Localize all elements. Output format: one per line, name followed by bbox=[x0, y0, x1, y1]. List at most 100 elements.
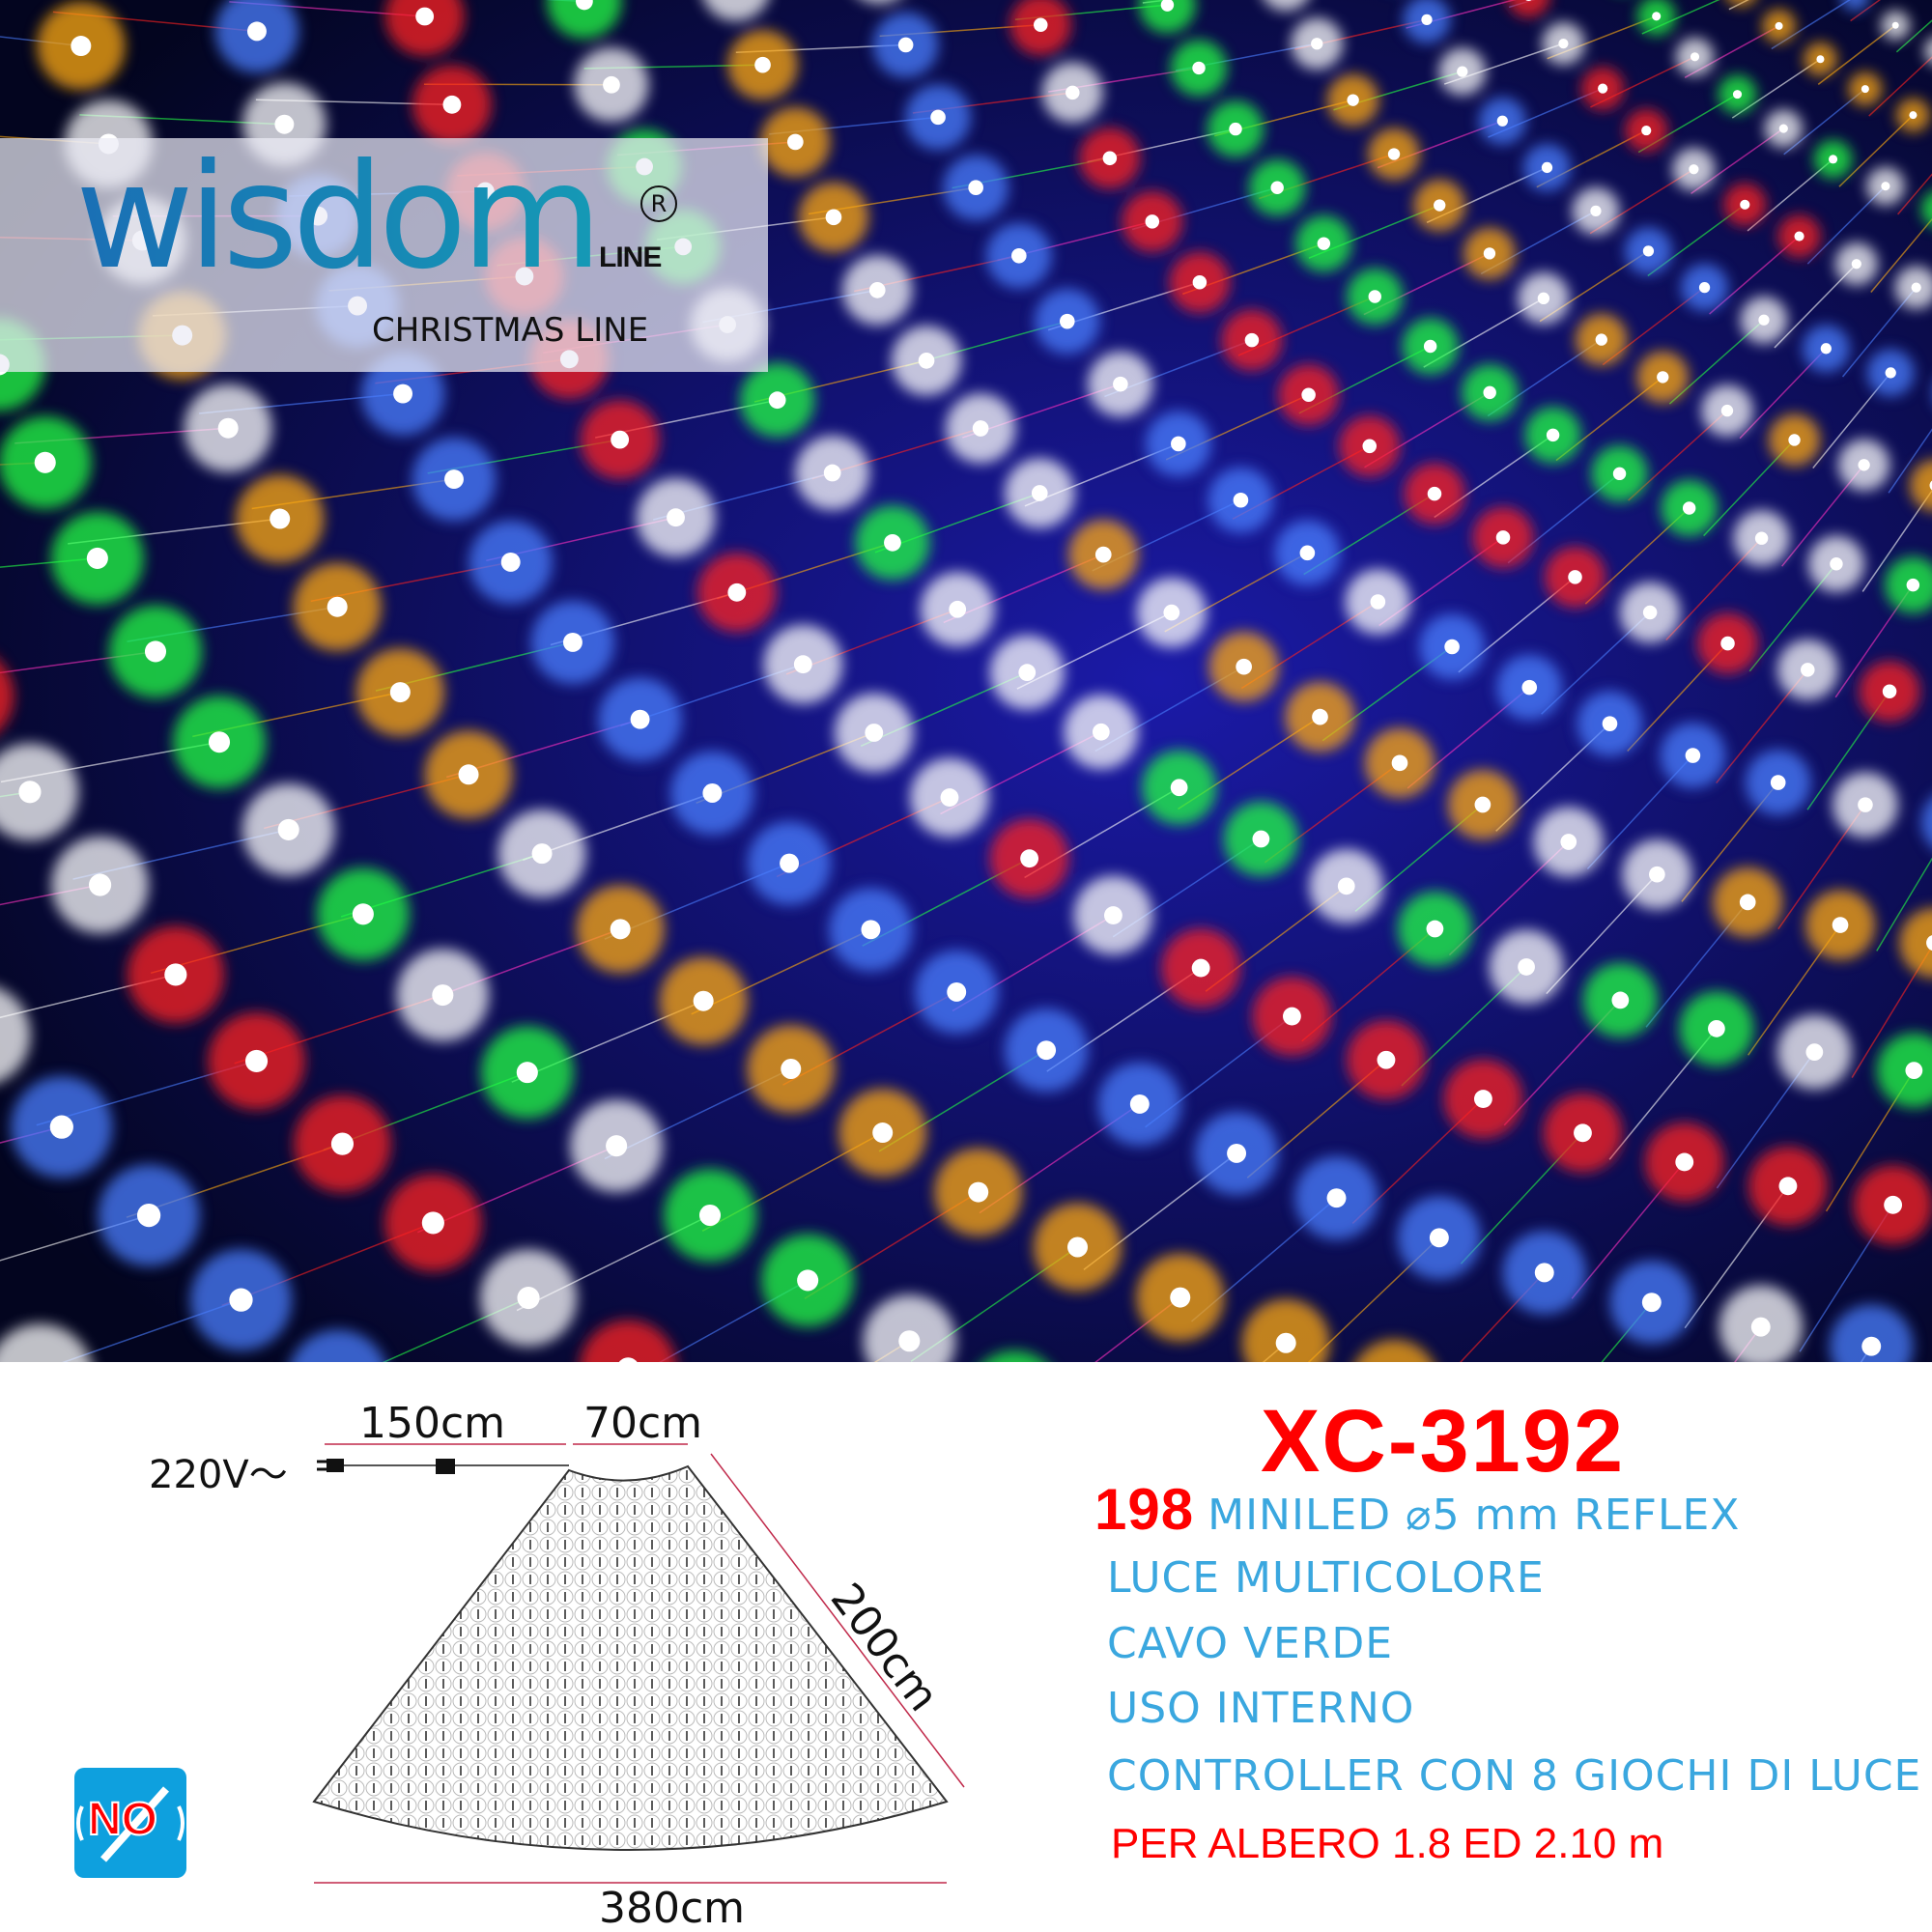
led-light bbox=[1496, 115, 1508, 127]
led-light bbox=[1066, 1236, 1088, 1258]
led-light bbox=[1525, 0, 1532, 2]
led-glow bbox=[1840, 0, 1870, 12]
led-light bbox=[1778, 1177, 1798, 1196]
led-light bbox=[1641, 1293, 1662, 1313]
led-light bbox=[1236, 658, 1252, 675]
led-light bbox=[421, 1211, 444, 1235]
led-light bbox=[18, 781, 42, 804]
led-light bbox=[1642, 245, 1655, 257]
led-light bbox=[1546, 428, 1560, 442]
led-light bbox=[1495, 530, 1511, 545]
led-light bbox=[1483, 385, 1496, 400]
led-light bbox=[1602, 716, 1618, 731]
led-light bbox=[1906, 578, 1920, 592]
led-light bbox=[1558, 39, 1569, 49]
led-count: 198 bbox=[1094, 1477, 1195, 1542]
spec-color: LUCE MULTICOLORE bbox=[1107, 1553, 1545, 1603]
led-light bbox=[1092, 723, 1110, 741]
led-light bbox=[1317, 237, 1331, 250]
registered-mark: R bbox=[640, 185, 677, 222]
led-light bbox=[693, 990, 714, 1011]
led-light bbox=[1102, 151, 1118, 166]
led-light bbox=[1094, 546, 1112, 563]
led-light bbox=[1891, 21, 1899, 29]
dimension-diagram bbox=[312, 1443, 965, 1884]
led-light bbox=[1145, 214, 1160, 229]
led-light bbox=[786, 133, 804, 151]
led-light bbox=[1832, 917, 1849, 933]
led-light bbox=[1541, 161, 1553, 174]
led-light bbox=[1560, 834, 1577, 850]
led-light bbox=[1421, 14, 1433, 26]
led-light bbox=[861, 920, 881, 940]
led-light bbox=[618, 1357, 638, 1362]
led-light bbox=[1326, 1188, 1347, 1208]
led-light bbox=[1227, 1144, 1247, 1163]
led-light bbox=[1770, 775, 1786, 790]
led-light bbox=[872, 1122, 894, 1144]
led-light bbox=[606, 1135, 628, 1157]
led-light bbox=[1739, 894, 1756, 911]
led-light bbox=[1801, 663, 1815, 677]
led-glow bbox=[863, 1294, 956, 1362]
led-light bbox=[698, 1204, 722, 1227]
led-light bbox=[793, 655, 812, 674]
led-light bbox=[277, 818, 299, 840]
led-light bbox=[1649, 866, 1665, 883]
led-light bbox=[1882, 684, 1897, 699]
led-light bbox=[1885, 367, 1896, 379]
led-light bbox=[1675, 1152, 1694, 1172]
led-light bbox=[1444, 639, 1460, 655]
led-light bbox=[1851, 259, 1861, 270]
led-light bbox=[1521, 679, 1538, 696]
led-light bbox=[1657, 371, 1669, 384]
net-wire bbox=[1897, 173, 1932, 215]
led-light bbox=[1370, 594, 1386, 610]
led-light bbox=[823, 464, 841, 482]
led-light bbox=[1574, 1123, 1592, 1143]
spec-led: 198 MINILED ⌀5 mm REFLEX bbox=[1094, 1476, 1740, 1543]
led-glow bbox=[1241, 1298, 1330, 1362]
led-light bbox=[89, 873, 112, 896]
led-light bbox=[947, 981, 967, 1002]
led-light bbox=[727, 582, 747, 602]
led-light bbox=[1884, 1195, 1903, 1214]
led-light bbox=[1861, 85, 1869, 94]
led-glow bbox=[1920, 798, 1932, 847]
led-glow bbox=[547, 0, 622, 39]
led-light bbox=[1685, 748, 1701, 763]
led-light bbox=[1059, 313, 1075, 329]
led-glow bbox=[1264, 0, 1308, 12]
led-light bbox=[1720, 636, 1735, 651]
led-glow bbox=[984, 1350, 1045, 1362]
led-light bbox=[611, 430, 630, 449]
led-light bbox=[432, 984, 454, 1007]
led-light bbox=[868, 282, 886, 298]
led-light bbox=[1065, 85, 1080, 100]
led-light bbox=[1275, 1332, 1296, 1353]
led-glow bbox=[864, 0, 895, 4]
led-light bbox=[1568, 570, 1582, 584]
led-light bbox=[415, 7, 435, 26]
led-light bbox=[918, 353, 935, 369]
led-light bbox=[1252, 830, 1270, 848]
led-light bbox=[1473, 1090, 1492, 1108]
led-light bbox=[1611, 991, 1630, 1009]
led-light bbox=[1829, 155, 1838, 164]
led-light bbox=[274, 114, 295, 134]
led-light bbox=[1750, 1317, 1771, 1337]
led-light bbox=[968, 1181, 989, 1203]
led-light bbox=[1387, 148, 1401, 160]
led-light bbox=[1534, 1263, 1554, 1283]
led-light bbox=[1170, 1287, 1191, 1308]
led-light bbox=[1474, 796, 1492, 813]
led-light bbox=[1018, 664, 1037, 682]
led-light bbox=[34, 451, 56, 473]
led-light bbox=[1034, 17, 1048, 33]
led-light bbox=[1720, 404, 1734, 417]
led-light bbox=[1337, 877, 1355, 895]
led-light bbox=[1229, 122, 1242, 136]
led-light bbox=[968, 180, 983, 196]
led-light bbox=[458, 764, 479, 785]
led-light bbox=[244, 1049, 269, 1072]
